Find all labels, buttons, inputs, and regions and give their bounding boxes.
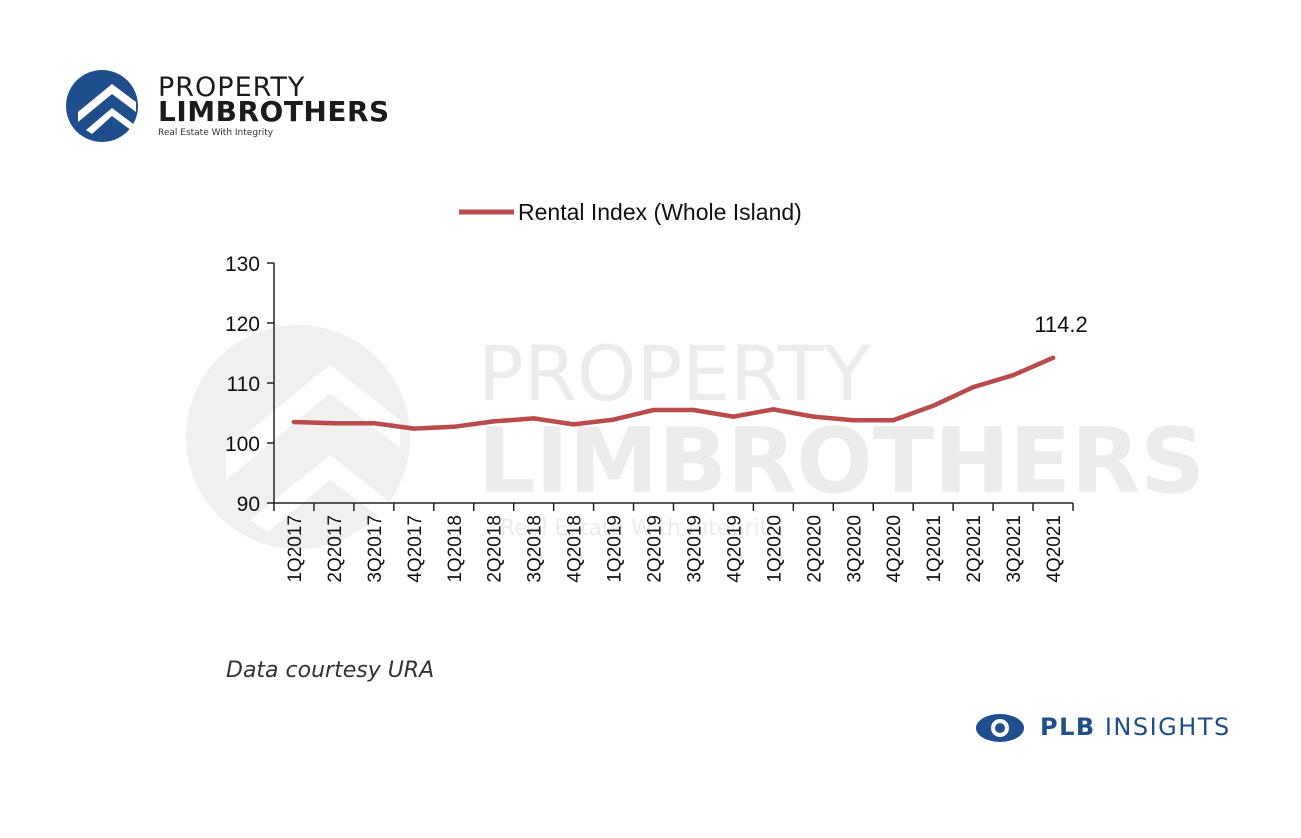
data-point	[970, 385, 976, 390]
data-point	[851, 418, 856, 423]
footer-label-bold: PLB	[1040, 713, 1096, 741]
footer-label-text: INSIGHTS	[1104, 713, 1231, 741]
data-point	[291, 419, 297, 425]
data-point	[651, 407, 656, 413]
data-point	[1010, 373, 1016, 378]
x-tick-label: 2Q2019	[645, 515, 666, 583]
x-tick-label: 3Q2019	[684, 515, 705, 583]
data-point	[531, 416, 536, 421]
x-tick-label: 4Q2021	[1044, 515, 1065, 583]
y-ticks: 90 100 110 120 130	[225, 253, 274, 516]
watermark-line1: PROPERTY	[478, 329, 871, 418]
x-tick-label: 3Q2018	[525, 515, 546, 583]
data-point	[451, 424, 456, 429]
brand-logo: PROPERTY LIMBROTHERS Real Estate With In…	[66, 68, 389, 148]
data-point	[691, 407, 696, 413]
footer-label: PLB INSIGHTS	[1040, 713, 1231, 741]
y-tick-label: 110	[227, 373, 260, 396]
x-tick-label: 2Q2021	[964, 515, 985, 583]
data-point	[571, 422, 576, 427]
caption: Data courtesy URA	[226, 658, 435, 683]
y-tick-label: 100	[225, 433, 260, 456]
data-point	[371, 421, 377, 426]
x-tick-label: 3Q2020	[844, 515, 865, 583]
footer-badge: PLB INSIGHTS	[974, 708, 1254, 748]
data-point	[491, 419, 496, 424]
data-point	[1050, 355, 1056, 360]
x-tick-label: 1Q2019	[605, 515, 626, 583]
x-tick-label: 4Q2018	[565, 515, 586, 583]
x-tick-label: 2Q2018	[485, 515, 506, 583]
data-point	[411, 426, 417, 431]
eye-icon	[976, 714, 1024, 742]
data-point	[731, 414, 736, 419]
watermark-line2: LIMBROTHERS	[478, 409, 1205, 514]
brand-name-line1: PROPERTY	[158, 72, 306, 103]
data-point	[811, 414, 816, 419]
data-point	[611, 417, 616, 422]
x-tick-label: 4Q2020	[884, 515, 905, 583]
x-ticks: 1Q2017 2Q2017 3Q2017 4Q2017 1Q2018 2Q2018 3Q20…	[273, 503, 1074, 583]
legend-label: Rental Index (Whole Island)	[518, 199, 802, 225]
series: 114.2	[291, 312, 1088, 431]
y-tick-label: 120	[225, 313, 260, 336]
data-point	[331, 421, 337, 426]
watermark-tagline: Real Estate With Integrity	[500, 516, 781, 541]
brand-tagline: Real Estate With Integrity	[158, 128, 274, 138]
data-point	[930, 403, 936, 408]
brand-name-line2: LIMBROTHERS	[158, 95, 390, 128]
watermark-mark-icon	[186, 325, 410, 549]
x-tick-label: 2Q2017	[325, 515, 346, 583]
x-tick-label: 2Q2020	[804, 515, 825, 583]
data-point	[771, 407, 776, 412]
brand-mark-icon	[66, 70, 138, 142]
x-tick-label: 4Q2019	[724, 515, 745, 583]
data-label: 114.2	[1034, 312, 1087, 337]
legend: Rental Index (Whole Island)	[459, 199, 802, 225]
x-tick-label: 1Q2020	[764, 515, 785, 583]
y-tick-label: 130	[225, 253, 260, 276]
x-tick-label: 1Q2018	[445, 515, 466, 583]
x-tick-label: 4Q2017	[405, 515, 426, 583]
series-line	[291, 355, 1056, 431]
watermark: PROPERTY LIMBROTHERS Real Estate With In…	[186, 325, 1205, 549]
data-point	[891, 418, 896, 423]
x-tick-label: 3Q2017	[365, 515, 386, 583]
y-tick-label: 90	[237, 493, 260, 516]
x-tick-label: 3Q2021	[1004, 515, 1025, 583]
x-tick-label: 1Q2017	[285, 515, 306, 583]
x-tick-label: 1Q2021	[924, 515, 945, 583]
